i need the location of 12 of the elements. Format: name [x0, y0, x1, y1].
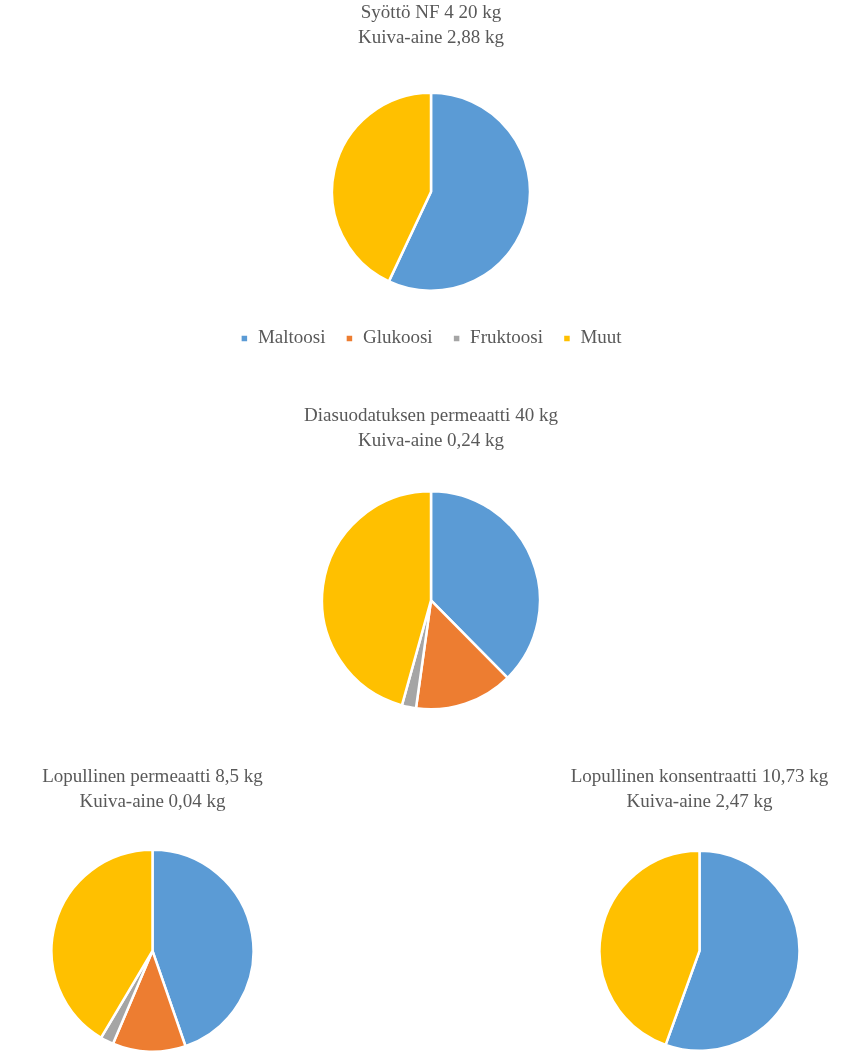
chart-subtitle: Kuiva-aine 2,47 kg	[626, 790, 774, 812]
legend-label: Maltoosi	[257, 326, 326, 348]
chart-subtitle: Kuiva-aine 0,04 kg	[79, 790, 227, 812]
chart-title: Lopullinen konsentraatti 10,73 kg	[570, 765, 829, 787]
chart-title: Diasuodatuksen permeaatti 40 kg	[304, 404, 559, 426]
chart-subtitle: Kuiva-aine 2,88 kg	[357, 26, 505, 48]
legend-label: Fruktoosi	[470, 326, 543, 348]
chart-title: Lopullinen permeaatti 8,5 kg	[42, 765, 264, 787]
legend-label: Muut	[580, 326, 623, 348]
legend-label: Glukoosi	[362, 326, 433, 348]
chart-title: Syöttö NF 4 20 kg	[360, 1, 502, 23]
chart-subtitle: Kuiva-aine 0,24 kg	[357, 429, 505, 451]
